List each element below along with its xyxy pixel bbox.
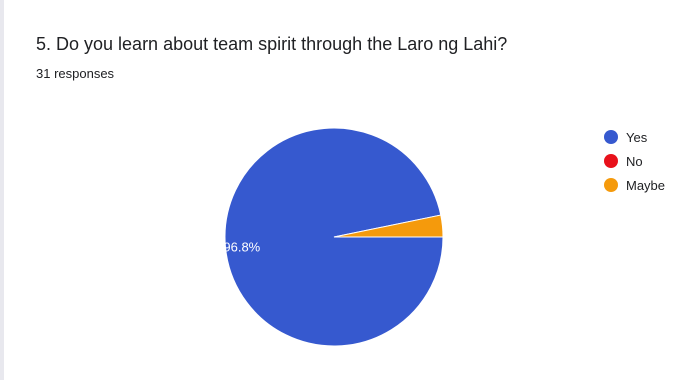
legend-swatch-no (604, 154, 618, 168)
response-count: 31 responses (36, 66, 115, 81)
legend-swatch-yes (604, 130, 618, 144)
legend-item-maybe[interactable]: Maybe (604, 173, 665, 197)
pie-chart: 96.8% (223, 127, 444, 347)
legend-item-no[interactable]: No (604, 149, 665, 173)
legend-item-yes[interactable]: Yes (604, 125, 665, 149)
pie-slice-maybe[interactable] (333, 214, 444, 238)
legend-label-no: No (626, 153, 643, 169)
legend-label-yes: Yes (626, 129, 648, 145)
pie-label-yes: 96.8% (223, 239, 260, 254)
chart-legend: Yes No Maybe (604, 125, 665, 197)
question-title: 5. Do you learn about team spirit throug… (36, 34, 508, 54)
legend-label-maybe: Maybe (626, 177, 666, 193)
legend-swatch-maybe (604, 178, 618, 192)
